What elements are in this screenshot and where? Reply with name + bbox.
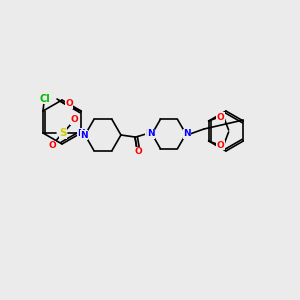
Text: N: N bbox=[183, 130, 191, 139]
Text: O: O bbox=[217, 112, 224, 122]
Text: O: O bbox=[48, 142, 56, 151]
Text: S: S bbox=[59, 128, 67, 138]
Text: O: O bbox=[70, 116, 78, 124]
Text: O: O bbox=[65, 100, 73, 109]
Text: N: N bbox=[80, 130, 88, 140]
Text: N: N bbox=[145, 130, 153, 139]
Text: N: N bbox=[77, 128, 85, 137]
Text: Cl: Cl bbox=[40, 94, 50, 104]
Text: N: N bbox=[147, 130, 155, 139]
Text: O: O bbox=[217, 140, 224, 149]
Text: O: O bbox=[134, 148, 142, 157]
